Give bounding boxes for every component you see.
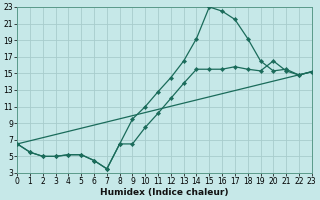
X-axis label: Humidex (Indice chaleur): Humidex (Indice chaleur) [100,188,229,197]
